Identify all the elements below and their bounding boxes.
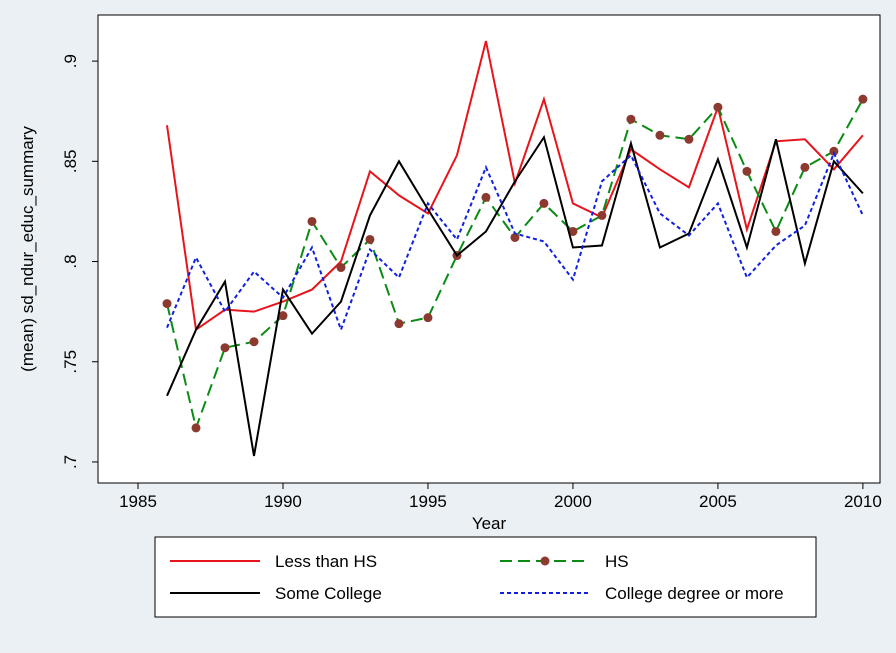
y-axis-title: (mean) sd_ndur_educ_summary	[18, 126, 37, 372]
y-tick-label: .85	[61, 149, 80, 173]
x-tick-label: 2005	[699, 492, 737, 511]
point	[771, 226, 781, 236]
point	[597, 210, 607, 220]
point	[568, 226, 578, 236]
point	[626, 114, 636, 124]
point	[278, 311, 288, 321]
plot-area	[97, 14, 881, 484]
legend-label: College degree or more	[605, 584, 784, 603]
y-tick-label: .8	[61, 254, 80, 268]
point	[655, 130, 665, 140]
y-tick-label: .7	[61, 455, 80, 469]
point	[249, 337, 259, 347]
series-line	[166, 40, 864, 332]
point	[858, 94, 868, 104]
point	[539, 198, 549, 208]
x-tick-label: 1995	[409, 492, 447, 511]
y-tick-label: .75	[61, 350, 80, 374]
legend-label: Less than HS	[275, 552, 377, 571]
point	[481, 192, 491, 202]
point	[336, 263, 346, 273]
point	[713, 102, 723, 112]
y-tick-label: .9	[61, 54, 80, 68]
x-tick-label: 2010	[844, 492, 882, 511]
legend	[154, 536, 817, 618]
x-tick-label: 1985	[119, 492, 157, 511]
point	[684, 134, 694, 144]
series-line	[166, 134, 864, 457]
point	[394, 319, 404, 329]
point	[742, 166, 752, 176]
x-tick-label: 2000	[554, 492, 592, 511]
point	[365, 234, 375, 244]
point	[191, 423, 201, 433]
series-line	[166, 150, 864, 333]
point	[510, 232, 520, 242]
x-axis-title: Year	[472, 514, 507, 533]
legend-label: HS	[605, 552, 629, 571]
point	[162, 299, 172, 309]
point	[220, 343, 230, 353]
point	[800, 162, 810, 172]
legend-label: Some College	[275, 584, 382, 603]
x-tick-label: 1990	[264, 492, 302, 511]
legend-marker	[540, 556, 550, 566]
point	[307, 216, 317, 226]
point	[423, 313, 433, 323]
